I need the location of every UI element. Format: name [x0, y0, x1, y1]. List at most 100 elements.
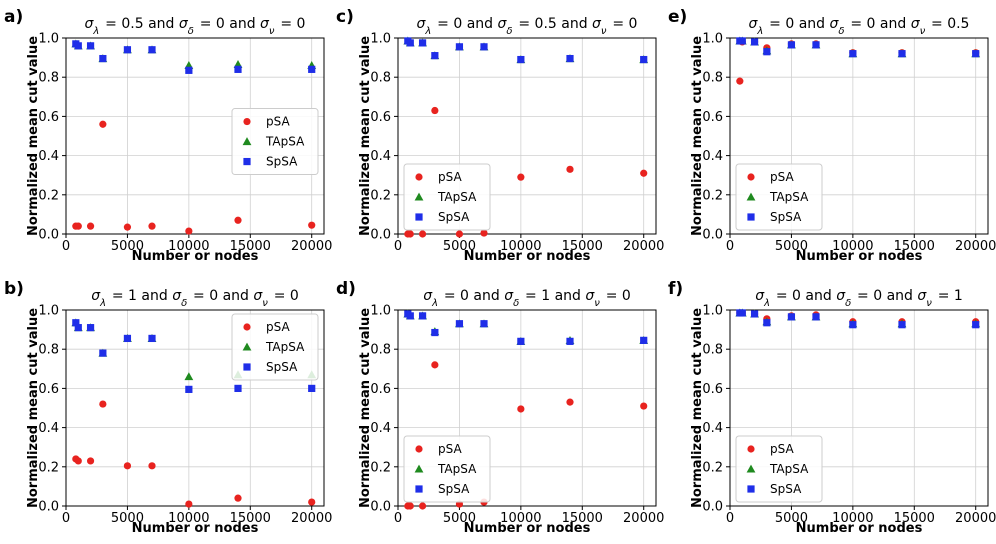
y-tick-label: 0.2 [38, 188, 59, 203]
y-tick-label: 0.4 [370, 421, 391, 436]
plot-frame [397, 37, 657, 235]
y-tick-label: 1.0 [38, 32, 59, 47]
x-tick-label: 20000 [291, 511, 332, 526]
data-point-spsa [308, 65, 316, 73]
legend-marker-tapsa [746, 192, 756, 201]
data-point-spsa [418, 312, 427, 320]
legend-marker-psa [415, 173, 423, 181]
data-point-spsa [640, 336, 648, 344]
legend-label-tapsa: TApSA [265, 340, 305, 354]
legend-label-psa: pSA [438, 170, 462, 184]
data-point-psa [566, 398, 574, 406]
x-tick-label: 15000 [562, 239, 603, 254]
y-tick-label: 1.0 [370, 32, 391, 47]
x-axis-label: Number or nodes [796, 521, 923, 536]
data-point-spsa [455, 320, 464, 328]
data-point-spsa [787, 41, 796, 49]
data-point-psa [234, 494, 242, 502]
panel-label: b) [4, 279, 24, 299]
data-point-spsa [566, 54, 574, 63]
data-point-psa [640, 169, 648, 177]
y-tick-label: 0.0 [702, 228, 723, 243]
y-tick-label: 0.4 [370, 149, 391, 164]
data-point-spsa [812, 313, 820, 321]
y-tick-label: 0.8 [38, 71, 59, 86]
x-tick-label: 0 [394, 239, 402, 254]
y-axis-label: Normalized mean cut value [26, 308, 41, 508]
data-point-psa [418, 230, 427, 238]
data-point-psa [185, 227, 193, 235]
x-tick-label: 5000 [443, 239, 476, 254]
legend-label-psa: pSA [770, 170, 794, 184]
data-point-spsa [418, 39, 427, 47]
x-tick-label: 15000 [562, 511, 603, 526]
data-point-spsa [123, 334, 132, 343]
plot-frame [729, 37, 989, 235]
data-point-spsa [738, 309, 746, 317]
y-tick-label: 0.6 [38, 110, 59, 125]
y-tick-label: 0.8 [370, 71, 391, 86]
legend: pSA TApSA SpSA [403, 163, 491, 231]
x-tick-label: 5000 [775, 239, 808, 254]
plot-frame [65, 309, 325, 507]
data-point-psa [566, 165, 574, 173]
data-point-psa [148, 222, 156, 230]
y-tick-label: 0.4 [38, 421, 59, 436]
y-tick-label: 0.0 [370, 500, 391, 515]
y-tick-label: 0.2 [38, 460, 59, 475]
x-tick-label: 10000 [168, 239, 209, 254]
x-tick-label: 0 [62, 511, 70, 526]
y-tick-label: 0.6 [38, 382, 59, 397]
data-point-spsa [74, 42, 82, 50]
data-point-spsa [406, 39, 414, 47]
legend-marker-spsa [243, 363, 251, 371]
chart-title: σλ = 0 and σδ = 0 and σν = 1 [755, 288, 963, 309]
legend-marker-spsa [747, 213, 755, 221]
legend-label-spsa: SpSA [770, 482, 802, 496]
y-tick-label: 0.8 [702, 71, 723, 86]
y-tick-label: 0.6 [370, 382, 391, 397]
panel-label: e) [668, 7, 687, 27]
data-point-psa [406, 502, 414, 510]
y-tick-label: 0.8 [702, 343, 723, 358]
data-point-spsa [517, 337, 525, 345]
legend-label-spsa: SpSA [438, 482, 470, 496]
x-axis-label: Number or nodes [132, 249, 259, 264]
chart-panel-f: 0 5000 10000 15000 20000 0.0 0.2 0.4 0.6 0.8 1.0 Nu… [668, 279, 996, 536]
x-tick-label: 20000 [291, 239, 332, 254]
x-tick-label: 15000 [230, 511, 271, 526]
x-tick-label: 0 [62, 239, 70, 254]
x-tick-label: 10000 [832, 511, 873, 526]
chart-panel-b: 0 5000 10000 15000 20000 0.0 0.2 0.4 0.6 0.8 1.0 Nu… [4, 279, 332, 536]
y-axis-label: Normalized mean cut value [358, 36, 373, 236]
x-tick-label: 5000 [111, 511, 144, 526]
chart-panel-c: 0 5000 10000 15000 20000 0.0 0.2 0.4 0.6 0.8 1.0 Nu… [336, 7, 664, 264]
data-point-psa [74, 457, 82, 465]
y-tick-label: 0.0 [38, 228, 59, 243]
legend-marker-tapsa [746, 464, 756, 473]
data-point-psa [640, 402, 648, 410]
legend-marker-spsa [747, 485, 755, 493]
data-point-tapsa [184, 372, 194, 381]
data-point-spsa [898, 321, 906, 329]
data-point-spsa [234, 65, 242, 73]
panel-label: f) [668, 279, 683, 299]
y-axis-label: Normalized mean cut value [358, 308, 373, 508]
data-point-psa [308, 498, 316, 506]
legend-marker-psa [415, 445, 423, 453]
y-tick-label: 0.0 [38, 500, 59, 515]
data-point-psa [480, 229, 488, 237]
data-point-spsa [763, 48, 771, 56]
plot-frame [397, 309, 657, 507]
chart-title: σλ = 0 and σδ = 0 and σν = 0.5 [749, 16, 970, 37]
x-tick-label: 10000 [168, 511, 209, 526]
legend-frame [231, 108, 319, 176]
x-tick-label: 20000 [623, 239, 664, 254]
data-point-psa [431, 361, 439, 369]
x-tick-label: 0 [394, 511, 402, 526]
data-point-spsa [972, 50, 980, 58]
data-point-spsa [640, 55, 648, 64]
data-point-psa [99, 120, 107, 128]
legend-frame [231, 313, 319, 381]
legend: pSA TApSA SpSA [735, 435, 823, 503]
